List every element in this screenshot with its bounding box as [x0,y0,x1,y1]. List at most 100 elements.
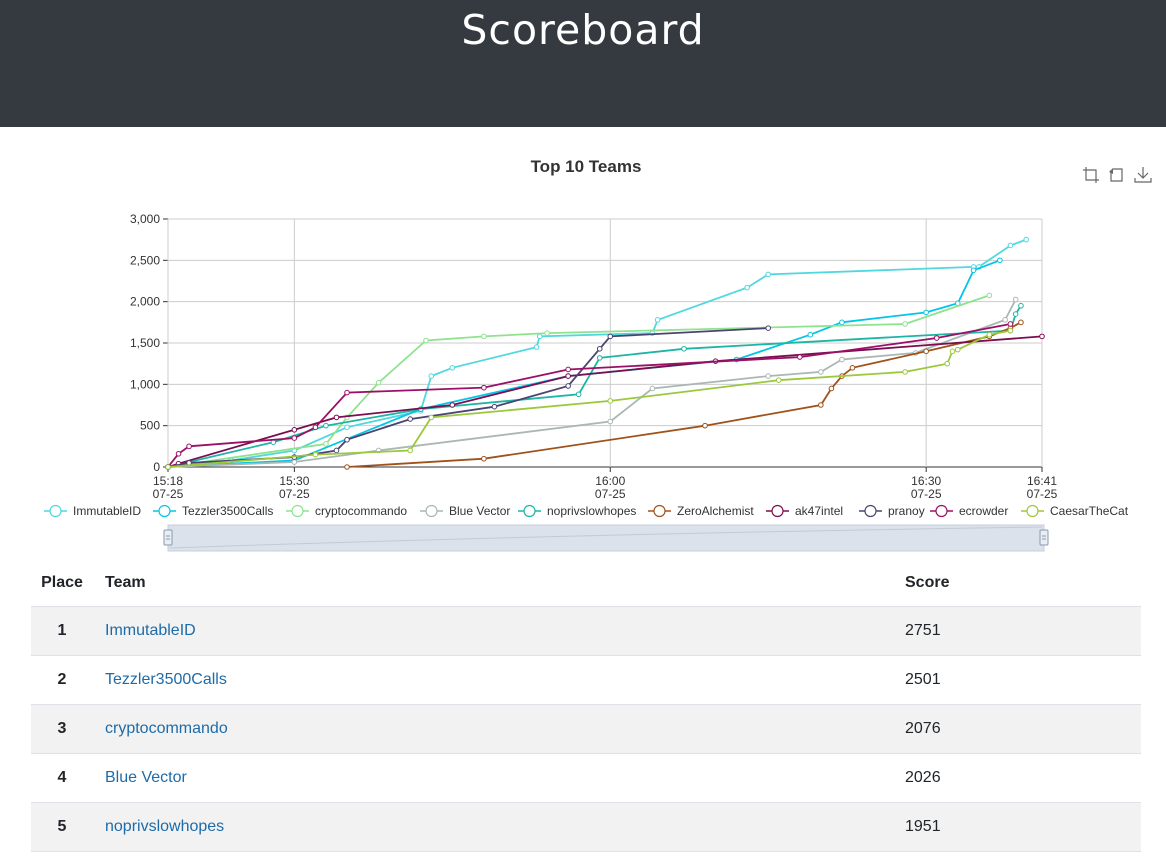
series-point [902,369,908,375]
y-tick-label: 2,500 [130,253,160,267]
series-point [607,398,614,404]
series-cryptocommando [165,292,993,470]
series-line [167,238,1027,468]
series-point [291,427,298,433]
zoom-reset-icon[interactable] [1108,166,1126,184]
series-point [986,331,993,338]
legend-item-immutableid[interactable]: ImmutableID [44,504,141,518]
series-line [167,305,1022,468]
series-point [375,379,382,386]
series-point [1012,311,1019,317]
series-point [344,464,350,470]
data-zoom-preview [169,526,1043,549]
score-cell: 2751 [905,606,1141,656]
series-point [575,391,582,398]
data-zoom-handle-body [163,529,173,546]
score-column-header: Score [905,560,1141,607]
series-point [765,325,772,331]
zoom-icon[interactable] [1082,166,1100,184]
y-tick-label: 1,500 [130,336,160,350]
x-tick-date-label: 07-25 [595,487,626,501]
series-point [902,321,908,327]
legend-item-blue-vector[interactable]: Blue Vector [420,504,510,518]
team-link[interactable]: ImmutableID [105,622,196,639]
x-tick-time-label: 16:41 [1027,474,1057,488]
series-point [839,356,845,363]
team-link[interactable]: noprivslowhopes [105,818,225,835]
download-icon[interactable] [1134,166,1152,184]
legend-marker [653,504,666,518]
legend-item-tezzler3500calls[interactable]: Tezzler3500Calls [153,504,273,518]
series-point [807,331,814,338]
y-tick-label: 500 [140,419,160,433]
series-point [923,348,929,355]
place-column-header: Place [31,560,93,607]
series-point [649,385,656,392]
chart-title: Top 10 Teams [531,157,642,176]
legend-label: Blue Vector [449,504,510,518]
x-tick-time-label: 15:18 [153,474,183,488]
score-cell: 2026 [905,753,1141,803]
series-point [291,459,298,465]
series-line [167,294,990,468]
series-point [428,414,435,421]
series-point [1007,242,1014,249]
legend-item-ecrowder[interactable]: ecrowder [930,504,1008,518]
legend-label: pranoy [888,504,925,518]
series-point [423,337,429,344]
legend-item-cryptocommando[interactable]: cryptocommando [286,504,407,518]
data-zoom-right-handle[interactable] [1039,529,1049,546]
table-row: 2 Tezzler3500Calls 2501 [31,655,1141,705]
series-point [536,333,543,340]
series-point [954,346,961,353]
series-line [346,321,1022,468]
series-point [1012,296,1019,303]
legend-label: ImmutableID [73,504,141,518]
legend-marker [935,504,948,518]
series-point [933,335,940,341]
legend-item-noprivslowhopes[interactable]: noprivslowhopes [518,504,636,518]
y-tick-label: 0 [153,460,160,474]
x-tick-date-label: 07-25 [1027,487,1058,501]
legend-label: ZeroAlchemist [677,504,754,518]
legend-label: cryptocommando [315,504,407,518]
score-cell: 1951 [905,802,1141,852]
series-line [167,329,1011,468]
series-point [312,424,319,431]
series-point [449,365,456,371]
series-point [407,416,413,422]
team-link[interactable]: cryptocommando [105,720,228,737]
series-ecrowder [165,321,1014,470]
series-point [765,271,772,278]
team-link[interactable]: Tezzler3500Calls [105,671,227,688]
page-title: Scoreboard [461,6,705,54]
series-point [765,373,772,379]
series-point [797,354,803,360]
series-point [1018,319,1024,326]
table-row: 4 Blue Vector 2026 [31,753,1141,803]
data-zoom-slider[interactable] [163,524,1049,552]
data-zoom-left-handle[interactable] [163,529,173,546]
series-point [986,292,993,299]
y-tick-label: 1,000 [130,377,160,391]
series-point [1007,327,1014,334]
series-point [949,348,956,355]
series-point [1039,333,1045,340]
series-point [565,383,571,389]
legend-label: Tezzler3500Calls [182,504,273,518]
legend-item-pranoy[interactable]: pranoy [859,504,925,518]
data-zoom-handle-body [1039,529,1049,546]
legend-item-zeroalchemist[interactable]: ZeroAlchemist [648,504,754,518]
series-point [744,284,750,291]
series-point [828,385,835,392]
legend-item-ak47intel[interactable]: ak47intel [766,504,843,518]
series-point [970,267,977,274]
legend-label: ak47intel [795,504,843,518]
legend-item-caesarthecat[interactable]: CaesarTheCat [1021,504,1129,518]
x-tick-date-label: 07-25 [911,487,942,501]
series-point [175,450,182,457]
series-point [291,435,298,441]
series-point [596,345,603,352]
score-chart[interactable]: Top 10 Teams 0 500 1,000 1,500 2,000 2,500 3,00… [0,127,1166,557]
team-link[interactable]: Blue Vector [105,769,187,786]
